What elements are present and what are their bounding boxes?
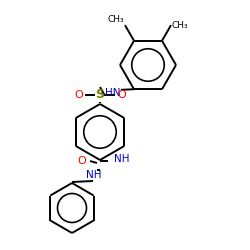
Text: CH₃: CH₃ (172, 21, 189, 30)
Text: O: O (77, 156, 86, 166)
Text: NH: NH (114, 154, 130, 164)
Text: O: O (74, 90, 83, 100)
Text: S: S (96, 88, 104, 102)
Text: NH: NH (86, 170, 102, 180)
Text: HN: HN (105, 88, 121, 98)
Text: CH₃: CH₃ (108, 15, 124, 24)
Text: O: O (117, 90, 126, 100)
